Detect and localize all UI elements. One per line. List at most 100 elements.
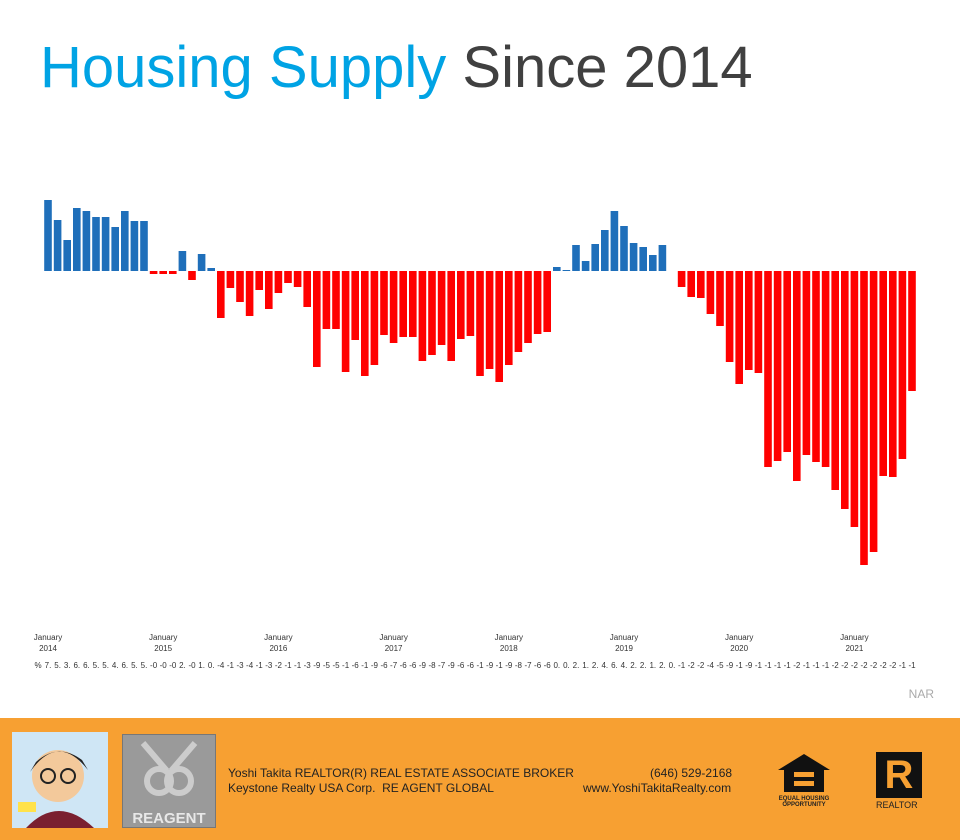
value-label: -2 [880,661,888,670]
bar [591,244,599,271]
value-label: -2 [870,661,878,670]
bar [562,270,571,271]
bar [889,271,897,477]
value-label: 6. [611,661,618,670]
value-label: 1. [198,661,205,670]
bar [236,271,244,302]
agent-photo [12,732,108,828]
value-label: -6 [467,661,475,670]
value-label: 7. [45,661,52,670]
bar [601,230,609,271]
bar [514,271,523,352]
value-label: 4. [621,661,628,670]
bar [725,271,734,362]
bar [226,271,235,288]
bar [773,271,782,461]
value-label: -6 [409,661,417,670]
bar [610,211,619,271]
bar [812,271,820,462]
value-label: -2 [841,661,849,670]
company: Keystone Realty USA Corp. RE AGENT GLOBA… [228,781,494,795]
value-label: -9 [726,661,734,670]
value-label: 1. [582,661,589,670]
bar [389,271,398,343]
value-label: -1 [284,661,292,670]
value-label: -2 [889,661,897,670]
bar [898,271,907,459]
bar [197,254,206,271]
value-label: -9 [486,661,494,670]
bar [149,271,158,274]
bar [447,271,455,361]
value-label: -5 [332,661,340,670]
value-label: 3. [64,661,71,670]
value-label: -7 [390,661,398,670]
bar [332,271,340,329]
value-label: -6 [352,661,360,670]
value-label: -1 [256,661,264,670]
bar [745,271,753,370]
bar [217,271,225,318]
bar [658,245,667,271]
value-label: -1 [476,661,484,670]
bar [706,271,715,314]
value-label: 2. [640,661,647,670]
value-label: -7 [438,661,446,670]
value-label: -1 [294,661,302,670]
x-tick-label: January 2015 [148,633,178,653]
bar [418,271,427,361]
bar [188,271,196,280]
value-label: -2 [697,661,705,670]
bar [159,271,167,274]
value-label: -4 [217,661,225,670]
value-label: 4. [112,661,119,670]
bar [82,211,91,271]
bar [370,271,379,365]
bar [207,268,215,271]
value-label: -1 [736,661,744,670]
value-label: -2 [832,661,840,670]
value-label: -1 [227,661,235,670]
bar [572,245,580,271]
value-label: 1. [649,661,656,670]
value-label: -9 [745,661,753,670]
bar [629,243,638,271]
value-label: -9 [505,661,513,670]
bar [245,271,254,316]
value-label: -6 [534,661,542,670]
value-label: -0 [150,661,158,670]
bar [553,267,561,271]
bar [476,271,484,376]
value-label: 2. [630,661,637,670]
x-tick-label: January 2018 [494,633,524,653]
bar [466,271,475,336]
value-label: 5. [102,661,109,670]
x-tick-label: January 2014 [33,633,63,653]
bar [341,271,350,372]
value-label: -8 [515,661,523,670]
bar [793,271,801,481]
footer: REAGENT Yoshi Takita REALTOR(R) REAL EST… [0,718,960,840]
bar [783,271,791,452]
bar [543,271,551,332]
bar [399,271,407,337]
bar [322,271,331,329]
value-label: -1 [803,661,811,670]
value-label: -7 [524,661,532,670]
value-label: 5. [54,661,61,670]
bar [303,271,311,307]
value-label: -1 [812,661,820,670]
bar [437,271,446,345]
bar [313,271,321,367]
phone: (646) 529-2168 [650,766,733,780]
bar [121,211,129,271]
bar [380,271,388,335]
keys-icon [140,741,198,796]
bar [44,200,52,271]
value-label: 0. [669,661,676,670]
bar [111,227,119,271]
bar [620,226,628,271]
chart: % 7. 5. 3. 6. 6. 5. 5. 4. 6. 5. 5. -0 -0 -0 2. -0 1. 0. -4-… [34,200,916,670]
value-label: -0 [188,661,196,670]
bar [274,271,283,293]
